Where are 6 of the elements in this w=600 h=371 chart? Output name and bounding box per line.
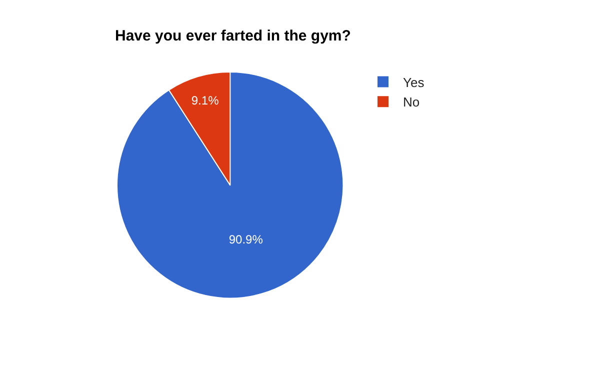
legend-label: Yes	[403, 74, 425, 90]
pie-slice	[116, 72, 344, 299]
data-label: 90.9%	[228, 232, 264, 246]
legend-label: No	[403, 94, 420, 110]
chart-title: Have you ever farted in the gym?	[115, 27, 351, 44]
data-label: 9.1%	[191, 93, 220, 108]
